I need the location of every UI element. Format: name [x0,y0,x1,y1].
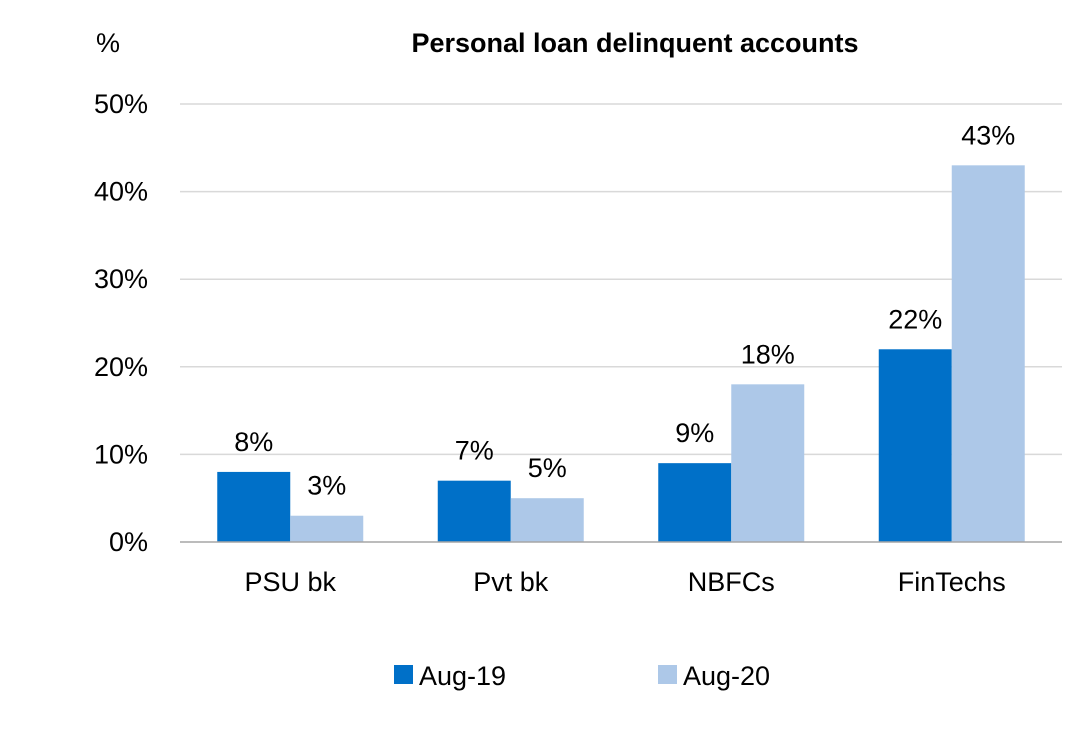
y-tick-label: 40% [94,177,148,207]
bar-aug-20-nbfcs [731,384,805,542]
data-label: 22% [888,304,942,334]
bar-aug-20-pvt-bk [510,498,584,542]
data-label: 9% [675,418,714,448]
x-category-label: FinTechs [898,567,1006,597]
legend-swatch [658,665,677,684]
bar-aug-19-pvt-bk [437,480,511,542]
bar-aug-20-psu-bk [290,515,364,542]
y-unit-label: % [96,28,120,58]
legend-label: Aug-19 [419,661,506,691]
y-axis-ticks: 0% 10% 20% 30% 40% 50% [94,89,148,557]
chart-title: Personal loan delinquent accounts [411,28,858,58]
x-axis-categories: PSU bk Pvt bk NBFCs FinTechs [244,567,1005,597]
data-label: 43% [961,120,1015,150]
bar-aug-19-fintechs [878,349,952,542]
x-category-label: NBFCs [688,567,775,597]
data-label: 18% [741,339,795,369]
bar-aug-19-psu-bk [217,471,291,542]
legend-swatch [394,665,413,684]
legend: Aug-19 Aug-20 [394,661,770,691]
y-tick-label: 20% [94,352,148,382]
x-category-label: Pvt bk [473,567,549,597]
x-category-label: PSU bk [244,567,336,597]
bars [217,165,1025,542]
y-tick-label: 0% [109,527,148,557]
y-tick-label: 50% [94,89,148,119]
legend-label: Aug-20 [683,661,770,691]
data-label: 3% [307,471,346,501]
data-label: 7% [455,436,494,466]
y-tick-label: 30% [94,264,148,294]
bar-aug-20-fintechs [951,165,1025,542]
data-label: 8% [234,427,273,457]
data-label: 5% [528,453,567,483]
bar-aug-19-nbfcs [658,463,732,542]
data-labels: 8% 3% 7% 5% 9% 18% 22% 43% [234,120,1015,500]
y-tick-label: 10% [94,439,148,469]
